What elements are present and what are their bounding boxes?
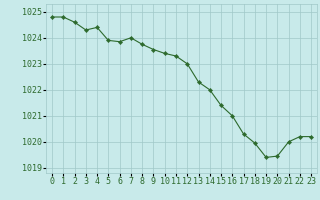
Text: Graphe pression niveau de la mer (hPa): Graphe pression niveau de la mer (hPa) [48,187,272,197]
